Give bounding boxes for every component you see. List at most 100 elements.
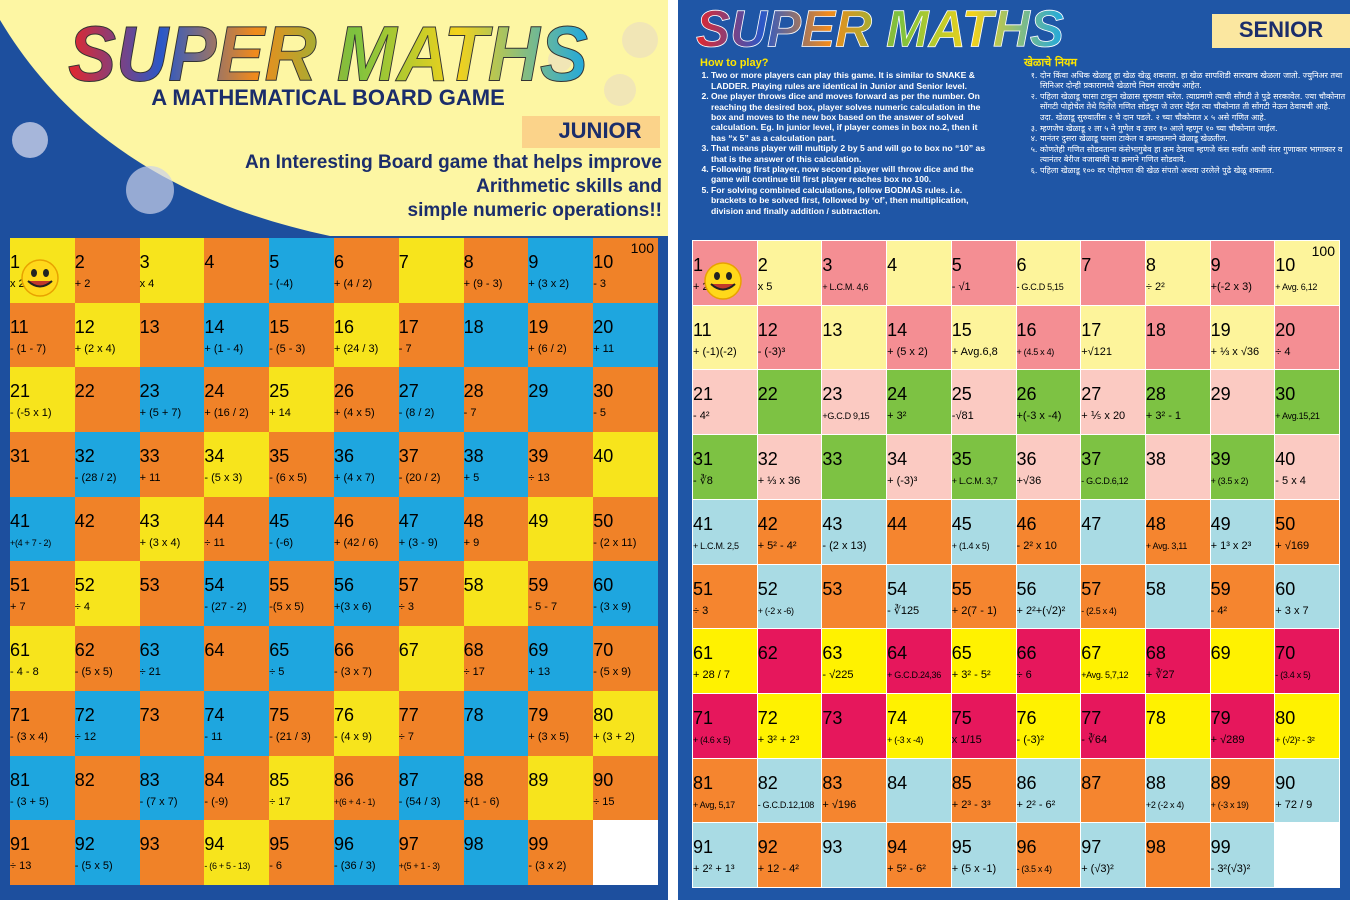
cell-number: 75 — [951, 707, 972, 728]
cell-operation: + 5 — [463, 472, 480, 485]
board-cell: 66 ÷ 6 — [1016, 629, 1081, 693]
cell-number: 78 — [1145, 707, 1166, 728]
cell-number: 77 — [398, 704, 419, 725]
cell-operation: ÷ 2² — [1145, 281, 1165, 293]
rule-item: यानंतर दुसरा खेळाडू फासा टाकेल व क्रमाक्… — [1040, 134, 1346, 145]
board-cell: 95- 6 — [269, 820, 334, 885]
board-cell: 44 — [887, 499, 951, 564]
cell-number: 20 — [1275, 319, 1296, 340]
cell-number: 36 — [1016, 449, 1037, 470]
cell-operation: + 28 / 7 — [693, 669, 731, 682]
cell-number: 73 — [139, 704, 160, 725]
cell-operation: ÷ 4 — [1275, 345, 1291, 358]
cell-operation: - (5 x 9) — [593, 666, 632, 679]
title: SUPER MATHS — [68, 10, 588, 98]
board-cell: 62 — [757, 629, 822, 693]
cell-number: 30 — [593, 381, 614, 402]
level-label: JUNIOR — [558, 118, 641, 143]
cell-number: 86 — [1016, 772, 1037, 793]
cell-number: 49 — [528, 510, 549, 531]
cell-operation: + (6 / 2) — [528, 342, 567, 355]
cell-number: 58 — [1145, 578, 1166, 599]
cell-number: 43 — [822, 513, 843, 534]
cell-operation: - √1 — [951, 281, 971, 293]
cell-operation: - (3.5 x 4) — [1016, 864, 1053, 875]
board-cell: 28 + 3² - 1 — [1145, 370, 1210, 435]
cell-operation: + 3 x 7 — [1275, 604, 1309, 617]
board-cell: 28- 7 — [463, 367, 529, 433]
board-cell: 87 — [1081, 758, 1145, 823]
cell-operation: + ⅕ x 20 — [1081, 410, 1126, 423]
cell-operation: + 3² + 2³ — [757, 733, 800, 746]
cell-number: 41 — [10, 510, 31, 531]
board-cell: 86 +(6 + 4 - 1) — [334, 755, 399, 821]
board-cell: 85 ÷ 17 — [269, 755, 334, 821]
board-cell: 38 + 5 — [463, 432, 529, 497]
board-cell: 61 - 4 - 8 — [10, 626, 75, 691]
cell-operation: + 11 — [139, 472, 161, 485]
rules-list: दोन किंवा अधिक खेळाडू हा खेळ खेळू शकतात.… — [1024, 71, 1346, 177]
board-cell: 5 - √1 — [951, 241, 1016, 305]
cell-number: 50 — [1275, 513, 1296, 534]
cell-number: 42 — [757, 513, 778, 534]
board-cell: 19 + (6 / 2) — [528, 302, 594, 368]
cell-operation: - (27 - 2) — [204, 601, 247, 614]
cell-operation: - (-3)² — [1016, 733, 1045, 746]
cell-number: 14 — [887, 319, 908, 340]
board-cell: 42 — [74, 496, 140, 562]
board-cell: 2 + 2 — [74, 238, 140, 303]
board-cell: 83 - (7 x 7) — [139, 755, 205, 821]
board-cell: 60 + 3 x 7 — [1275, 564, 1339, 629]
cell-operation: +√36 — [1016, 475, 1042, 488]
cell-operation: + (5 + 7) — [139, 407, 182, 420]
cell-number: 100 — [1311, 243, 1335, 259]
board-cell: 15 + Avg.6,8 — [951, 305, 1016, 370]
board-cell: 4 — [887, 241, 951, 305]
board-cell: 27 - (8 / 2) — [398, 367, 464, 433]
board-cell: 9 +(-2 x 3) — [1210, 241, 1275, 305]
cell-number: 65 — [951, 643, 972, 664]
cell-number: 55 — [269, 575, 290, 596]
cell-operation: - ∛8 — [693, 475, 713, 488]
instructions-list: Two or more players can play this game. … — [700, 70, 992, 216]
board-cell: 31 — [10, 432, 75, 497]
board-cell: 15 - (5 - 3) — [269, 302, 334, 368]
cell-number: 55 — [951, 578, 972, 599]
cell-number: 71 — [693, 707, 714, 728]
board-cell: 45 + (1.4 x 5) — [951, 499, 1016, 564]
board-cell: 23 + (5 + 7) — [139, 367, 205, 433]
cell-number: 54 — [887, 578, 908, 599]
cell-number: 47 — [1081, 513, 1102, 534]
board-cell: 48 + Avg. 3,11 — [1145, 499, 1210, 564]
board-cell: 26 + (4 x 5) — [334, 367, 399, 433]
rule-item: कोणतेही गणित सोडवताना कंसेभागुबेव हा क्र… — [1040, 145, 1346, 166]
cell-operation: +(-2 x 3) — [1210, 281, 1252, 293]
cell-number: 34 — [204, 446, 225, 467]
senior-panel: SUPER MATHS SENIOR How to play? Two or m… — [678, 0, 1350, 900]
cell-number: 96 — [334, 834, 355, 855]
cell-number: 22 — [757, 384, 778, 405]
cell-number: 5 — [951, 255, 962, 275]
board-cell: 13 — [822, 305, 887, 370]
board-cell: 82 — [74, 755, 140, 821]
board-cell: 30 + Avg.15,21 — [1275, 370, 1339, 435]
cell-operation: + (4.6 x 5) — [693, 734, 731, 745]
board-cell: 22 — [757, 370, 822, 435]
cell-operation: - G.C.D.6,12 — [1081, 476, 1129, 487]
cell-number: 25 — [951, 384, 972, 405]
cell-number: 17 — [1081, 319, 1102, 340]
cell-number: 87 — [398, 769, 419, 790]
board-cell: 46 + (42 / 6) — [334, 496, 399, 562]
cell-operation: - (20 / 2) — [398, 472, 441, 485]
cell-operation: + 1³ x 2³ — [1210, 539, 1252, 552]
cell-operation: - 5 — [593, 407, 607, 420]
board-cell: 47 — [1081, 499, 1145, 564]
cell-number: 44 — [204, 510, 225, 531]
cell-number: 64 — [887, 643, 908, 664]
cell-number: 78 — [463, 704, 484, 725]
cell-operation: + (3 + 2) — [593, 730, 635, 743]
cell-number: 47 — [398, 510, 419, 531]
board-cell: 52 + (-2 x -6) — [757, 564, 822, 629]
cell-number: 12 — [757, 319, 778, 340]
